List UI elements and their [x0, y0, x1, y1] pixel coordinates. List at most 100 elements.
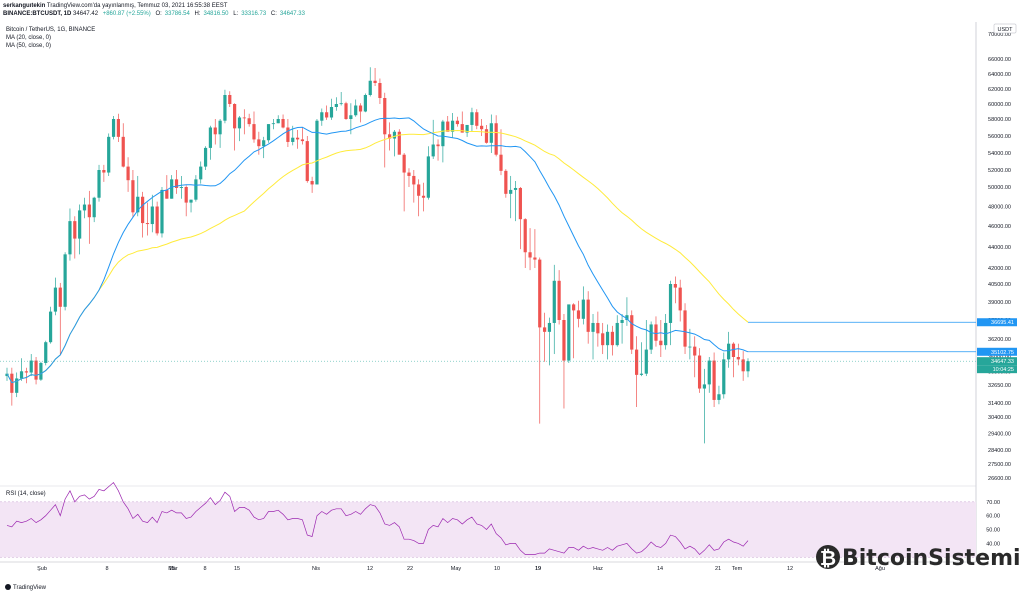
candle-body-52: [257, 139, 261, 147]
candle-body-98: [480, 125, 484, 130]
candle-body-118: [576, 310, 581, 319]
candle-body-144: [702, 384, 707, 389]
x-tick-label-13: Haz: [593, 566, 603, 572]
y-tick-label-22: 60000.00: [988, 102, 1011, 108]
candle-body-86: [421, 195, 426, 198]
high-value: 34816.50: [203, 11, 229, 17]
y-tick-label-16: 48000.00: [988, 205, 1011, 211]
candle-body-33: [165, 189, 169, 199]
candle-body-7: [39, 362, 43, 380]
candle-body-129: [630, 315, 634, 350]
price-label-box-0: [977, 318, 1017, 327]
candle-body-148: [722, 359, 726, 395]
price-label-1: 35102.75: [991, 350, 1014, 356]
candle-body-14: [73, 221, 77, 239]
rsi-tick-label-2: 60.00: [986, 514, 1000, 520]
candle-body-88: [431, 144, 435, 157]
candle-body-102: [499, 154, 503, 171]
candle-body-81: [397, 131, 401, 155]
x-tick-label-18: Ağu: [875, 566, 885, 572]
legend-pair: Bitcoin / TetherUS, 1G, BINANCE: [6, 27, 96, 33]
x-tick-label-17: 12: [787, 566, 793, 572]
candle-body-90: [441, 121, 445, 147]
candle-body-128: [625, 315, 629, 320]
candle-body-64: [315, 120, 319, 185]
bitcoinsistemi-logo: ₿ BitcoinSistemi: [816, 545, 1021, 571]
candle-body-31: [155, 206, 159, 234]
last-price: 34647.42: [73, 11, 99, 17]
y-tick-label-12: 40500.00: [988, 282, 1011, 288]
candle-body-56: [276, 119, 280, 124]
y-tick-label-17: 50000.00: [988, 185, 1011, 191]
candle-body-55: [271, 123, 275, 125]
candle-body-133: [649, 324, 653, 350]
candle-body-70: [344, 103, 348, 119]
price-label-0: 36695.41: [991, 320, 1014, 326]
x-tick-label-9: 19: [535, 566, 541, 572]
candle-body-95: [465, 124, 469, 133]
candle-body-8: [44, 342, 48, 363]
candle-body-46: [228, 95, 232, 104]
price-label-3: 10:04:25: [993, 367, 1014, 373]
candle-body-59: [291, 137, 295, 142]
candle-body-36: [179, 187, 183, 188]
candle-body-126: [615, 322, 619, 346]
candle-body-80: [392, 131, 397, 139]
candle-body-73: [358, 105, 363, 112]
candle-body-42: [208, 127, 213, 148]
candle-body-146: [712, 360, 716, 400]
candle-body-78: [383, 98, 387, 135]
candle-body-79: [388, 134, 392, 139]
candle-body-149: [727, 343, 731, 360]
rsi-tick-label-0: 40.00: [986, 541, 1000, 547]
candle-body-99: [484, 129, 489, 143]
candle-body-2: [15, 378, 19, 393]
logo-coin-symbol: ₿: [820, 546, 836, 570]
currency-box: [993, 23, 1017, 34]
candle-body-115: [562, 320, 566, 361]
candle-body-141: [688, 346, 692, 348]
candle-body-142: [693, 346, 697, 356]
candle-body-116: [567, 304, 571, 361]
candle-body-94: [460, 124, 464, 133]
candle-body-122: [596, 322, 600, 334]
x-tick-label-16: Tem: [732, 566, 743, 572]
candle-body-24: [121, 136, 125, 167]
candle-body-103: [504, 170, 508, 194]
candle-body-138: [673, 284, 677, 288]
x-tick-label-0: Şub: [37, 566, 47, 572]
rsi-tick-label-1: 50.00: [986, 528, 1000, 534]
candle-body-10: [53, 287, 58, 312]
candle-body-58: [286, 127, 290, 142]
candle-body-5: [29, 360, 33, 373]
candle-body-112: [547, 322, 552, 332]
y-tick-label-20: 56000.00: [988, 134, 1011, 140]
ma20-line: [6, 117, 749, 384]
candle-body-89: [436, 144, 440, 147]
y-tick-label-2: 28400.00: [988, 448, 1011, 454]
open-value: 33786.54: [164, 11, 190, 17]
candle-body-152: [741, 359, 745, 372]
candle-body-111: [542, 327, 547, 332]
candle-body-4: [24, 371, 28, 373]
candle-body-87: [426, 156, 430, 198]
candle-body-83: [407, 172, 411, 176]
candle-body-6: [34, 360, 38, 380]
y-tick-label-15: 46000.00: [988, 224, 1011, 230]
candle-body-153: [746, 361, 750, 372]
y-tick-label-25: 66000.00: [988, 57, 1011, 63]
publish-info: TradingView.com'da yayınlanmış, Temmuz 0…: [46, 3, 228, 9]
x-tick-label-14: 14: [657, 566, 663, 572]
price-label-box-3: [977, 365, 1017, 374]
candle-body-71: [349, 115, 353, 119]
candle-body-45: [223, 95, 227, 121]
y-tick-label-0: 26600.00: [988, 476, 1011, 482]
candle-body-137: [668, 284, 673, 323]
x-tick-label-3: Mar: [168, 566, 178, 572]
candle-body-35: [174, 179, 179, 188]
candle-body-57: [281, 119, 285, 128]
x-tick-label-15: 21: [715, 566, 721, 572]
price-label-2: 34647.33: [991, 359, 1014, 365]
